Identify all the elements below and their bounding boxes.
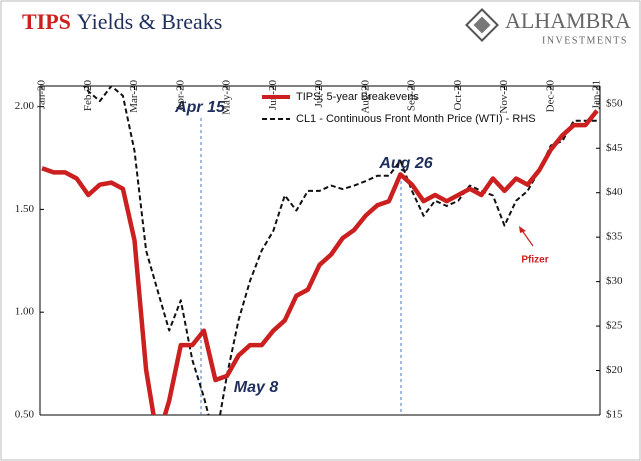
logo: ALHAMBRA INVESTMENTS [465,8,631,46]
x-tick-label: May-20 [221,80,233,115]
y2-tick-label: $15 [606,409,623,421]
x-tick-label: Aug-20 [359,80,371,114]
legend-label: CL1 - Continuous Front Month Price (WTI)… [296,113,536,125]
title-rest: Yields & Breaks [77,9,222,34]
y-tick-label: 2.00 [15,100,35,112]
x-tick-label: Dec-20 [544,80,556,113]
legend-label: TIPS; 5-year Breakevens [296,91,419,103]
annotation-arrowhead [519,226,526,233]
title-highlight: TIPS [22,9,71,34]
x-tick-label: Nov-20 [498,80,510,114]
y-tick-label: 1.50 [15,203,35,215]
annotation: Aug 26 [378,155,432,172]
y2-tick-label: $25 [606,320,623,332]
logo-tagline: INVESTMENTS [542,35,628,46]
annotation: Pfizer [521,255,548,266]
x-tick-label: Jul-20 [313,80,325,108]
x-tick-label: Jan-20 [36,80,48,110]
x-tick-label: Apr-20 [174,80,186,112]
y-tick-label: 1.00 [15,306,35,318]
x-tick-label: Oct-20 [452,80,464,111]
chart-title: TIPS Yields & Breaks [22,9,222,34]
series-line [82,86,597,415]
y2-tick-label: $30 [606,275,623,287]
y2-tick-label: $20 [606,364,623,376]
x-tick-label: Feb-20 [82,80,94,112]
y2-tick-label: $40 [606,186,623,198]
y-tick-label: 0.50 [15,409,35,421]
x-tick-label: Jun-20 [267,80,279,110]
x-tick-label: Jan-21 [591,80,603,109]
annotation: May 8 [234,379,279,396]
y2-tick-label: $50 [606,97,623,109]
series-line [41,109,599,415]
annotation: Apr 15 [174,99,226,116]
x-tick-label: Sep-20 [406,80,418,112]
y2-tick-label: $45 [606,142,623,154]
y2-tick-label: $35 [606,231,623,243]
logo-name: ALHAMBRA [505,8,631,33]
plot-area [41,86,599,415]
x-tick-label: Mar-20 [128,80,140,113]
